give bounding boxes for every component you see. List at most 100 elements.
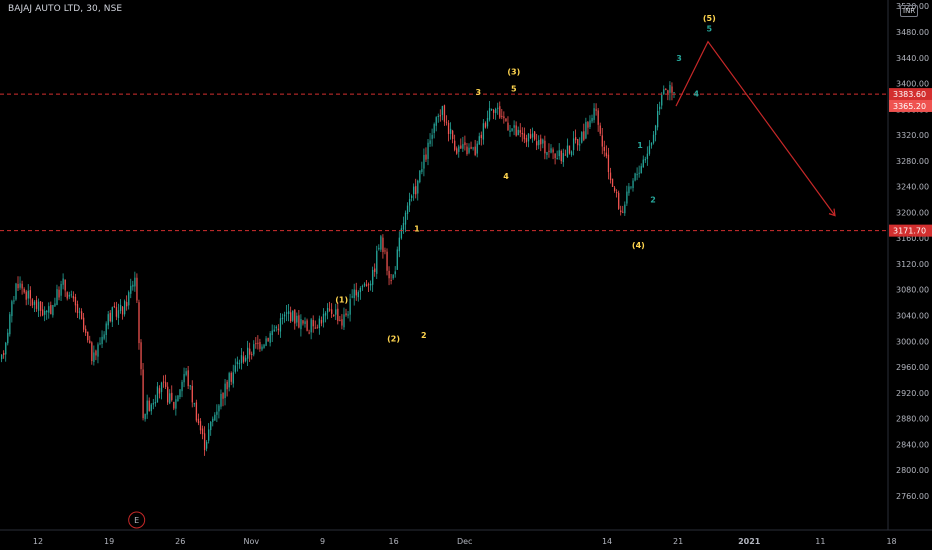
- candle-body: [165, 382, 167, 387]
- candle-body: [443, 105, 446, 122]
- candle-body: [148, 400, 150, 411]
- candle-body: [560, 150, 562, 162]
- candle-body: [372, 269, 374, 285]
- candle-body: [224, 383, 226, 398]
- candle-body: [585, 121, 587, 139]
- candle-body: [138, 302, 140, 344]
- candle-body: [17, 283, 19, 289]
- candle-body: [464, 142, 466, 146]
- candle-body: [183, 374, 185, 383]
- y-tick-label: 2960.00: [896, 363, 929, 372]
- candle-body: [556, 158, 558, 160]
- projection-arrow-head: [828, 208, 836, 217]
- y-tick-label: 3200.00: [896, 208, 929, 217]
- candle-body: [80, 311, 83, 320]
- candle-body: [667, 90, 669, 94]
- candle-body: [37, 301, 40, 311]
- candle-body: [238, 363, 241, 365]
- x-tick-label: 16: [389, 537, 399, 546]
- candle-body: [435, 117, 437, 126]
- x-tick-label: Nov: [243, 537, 259, 546]
- candle-body: [154, 402, 157, 404]
- candle-body: [189, 385, 191, 387]
- candle-body: [620, 210, 622, 213]
- candle-body: [247, 347, 249, 359]
- candle-body: [345, 313, 347, 316]
- candle-body: [622, 211, 624, 213]
- candle-body: [648, 145, 651, 154]
- candle-body: [1, 354, 3, 360]
- candle-body: [607, 154, 610, 173]
- candle-body: [433, 124, 435, 133]
- x-tick-label: 11: [815, 537, 825, 546]
- currency-badge[interactable]: INR: [900, 5, 919, 17]
- candle-body: [208, 429, 210, 441]
- candle-body: [595, 109, 597, 111]
- candle-body: [210, 421, 212, 431]
- candle-body: [646, 153, 649, 159]
- y-tick-label: 3320.00: [896, 131, 929, 140]
- candle-body: [509, 130, 511, 132]
- y-tick-label: 3240.00: [896, 183, 929, 192]
- candle-body: [222, 392, 224, 399]
- candle-body: [419, 170, 421, 182]
- wave-label: (2): [387, 334, 400, 343]
- candle-body: [515, 125, 517, 136]
- candle-body: [552, 149, 554, 153]
- candle-body: [470, 146, 472, 149]
- candle-body: [140, 342, 142, 370]
- event-marker[interactable]: [128, 511, 146, 529]
- candle-body: [429, 140, 431, 144]
- candle-body: [632, 180, 634, 189]
- candle-body: [337, 308, 339, 321]
- candle-body: [322, 313, 325, 323]
- candle-body: [240, 355, 243, 364]
- candle-body: [294, 309, 296, 324]
- candle-body: [550, 148, 552, 153]
- wave-label: 4: [503, 172, 509, 181]
- candle-body: [160, 382, 163, 392]
- candle-body: [654, 125, 657, 135]
- candle-body: [365, 284, 368, 287]
- candle-body: [351, 296, 353, 298]
- wave-label: 1: [414, 225, 420, 234]
- y-tick-label: 2920.00: [896, 389, 929, 398]
- candle-body: [150, 404, 152, 412]
- candle-body: [661, 94, 663, 106]
- candle-body: [144, 413, 146, 420]
- wave-label: 1: [637, 141, 643, 150]
- candle-body: [527, 133, 530, 142]
- y-tick-label: 3080.00: [896, 286, 929, 295]
- candle-body: [58, 289, 60, 298]
- candle-body: [513, 125, 515, 128]
- level-price-tag: [889, 88, 932, 101]
- candle-body: [472, 147, 474, 149]
- candle-body: [66, 292, 68, 299]
- candle-body: [650, 142, 653, 146]
- candles: [1, 81, 675, 456]
- candle-body: [484, 123, 487, 128]
- candle-body: [212, 418, 214, 422]
- candle-body: [302, 320, 304, 324]
- x-tick-label: 26: [175, 537, 185, 546]
- candle-body: [636, 174, 638, 176]
- candle-body: [493, 109, 495, 113]
- candle-body: [103, 334, 105, 339]
- candle-body: [376, 250, 378, 274]
- candle-body: [292, 310, 294, 321]
- candle-body: [119, 304, 122, 311]
- candle-body: [562, 153, 564, 163]
- candle-body: [113, 305, 116, 307]
- candle-body: [242, 356, 245, 362]
- candle-body: [384, 250, 386, 252]
- candle-body: [488, 108, 491, 120]
- candle-body: [7, 332, 9, 344]
- candle-body: [566, 145, 569, 158]
- candle-body: [117, 310, 120, 318]
- candle-body: [460, 145, 462, 149]
- candle-body: [347, 314, 349, 316]
- candle-body: [228, 373, 230, 388]
- candle-body: [333, 314, 335, 316]
